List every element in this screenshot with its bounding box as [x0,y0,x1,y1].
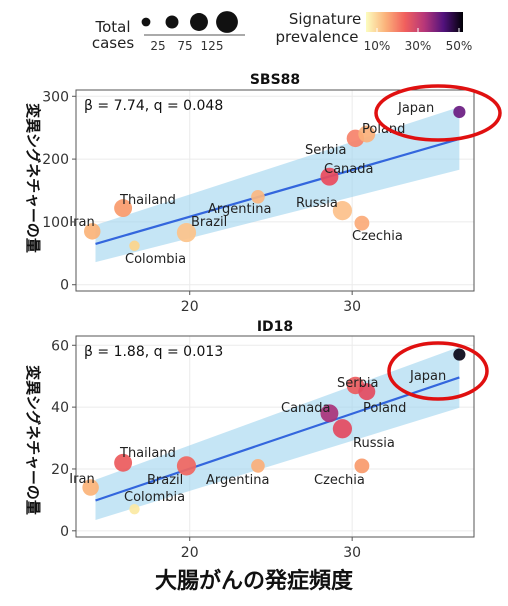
highlight-ellipse [374,84,502,142]
point-label-brazil: Brazil [147,473,183,488]
point-argentina [251,189,265,204]
x-tick-label: 20 [181,299,199,315]
point-label-poland: Poland [363,401,406,416]
size-legend-label: 125 [201,39,224,53]
point-label-serbia: Serbia [305,143,346,158]
plot-border [75,335,475,538]
point-poland [358,125,376,143]
point-poland [358,383,376,401]
size-legend: Total cases 25 75 125 [92,11,245,53]
color-legend-label-50: 50% [446,39,473,53]
point-iran [82,479,99,496]
y-tick-label: 60 [51,338,69,354]
point-label-canada: Canada [324,162,373,177]
color-legend-title-line1: Signature [289,10,361,28]
stats-annotation: β = 1.88, q = 0.013 [84,344,223,360]
point-iran [84,223,101,240]
panel-id18: ID18 Iran Thailand Colombia Brazil Argentina C… [51,319,489,561]
point-label-japan: Japan [397,101,434,116]
y-axis-title-bottom: 変異シグネチャーの量 [24,365,42,515]
point-japan [453,105,466,119]
panel-title: SBS88 [250,72,300,88]
size-legend-dot [165,15,179,29]
color-legend-label-10: 10% [364,39,391,53]
y-tick-label: 40 [51,400,69,416]
size-legend-label: 75 [177,39,192,53]
point-russia [332,419,353,439]
trend-line [95,137,460,245]
point-label-czechia: Czechia [314,473,365,488]
point-canada [320,404,339,423]
plot-border [75,89,475,292]
point-label-colombia: Colombia [125,252,186,267]
point-label-argentina: Argentina [206,473,269,488]
point-label-colombia: Colombia [124,490,185,505]
point-czechia [354,458,370,474]
point-russia [332,201,353,221]
point-label-brazil: Brazil [191,215,227,230]
color-legend-label-30: 30% [405,39,432,53]
y-tick-label: 100 [42,215,69,231]
color-legend-bar [366,12,463,32]
point-label-russia: Russia [296,196,338,211]
point-label-iran: Iran [69,215,94,230]
trend-line [95,376,460,502]
y-tick-label: 200 [42,152,69,168]
point-label-czechia: Czechia [352,229,403,244]
y-axis-title-top: 変異シグネチャーの量 [24,103,42,253]
size-legend-dot [190,13,208,31]
x-tick-label: 30 [343,299,361,315]
point-canada [320,167,339,186]
point-thailand [114,453,133,472]
size-legend-label: 25 [150,39,165,53]
point-japan [453,348,466,361]
point-czechia [354,215,370,231]
x-tick-label: 20 [181,545,199,561]
highlight-ellipse [387,341,489,401]
point-colombia [129,503,140,515]
point-label-thailand: Thailand [119,193,176,208]
point-label-japan: Japan [409,369,446,384]
point-label-serbia: Serbia [337,376,378,391]
y-tick-label: 0 [60,278,69,294]
stats-annotation: β = 7.74, q = 0.048 [84,98,223,114]
point-label-russia: Russia [353,436,395,451]
x-axis-title: 大腸がんの発症頻度 [155,568,354,594]
point-brazil [176,456,197,476]
y-tick-label: 20 [51,462,69,478]
y-tick-label: 300 [42,89,69,105]
point-label-argentina: Argentina [208,202,271,217]
size-legend-dot [216,11,238,33]
point-label-thailand: Thailand [119,446,176,461]
color-legend: Signature prevalence 10% 30% 50% [275,10,472,53]
point-colombia [129,240,140,251]
point-brazil [176,222,197,243]
size-legend-title-line1: Total [94,18,130,36]
point-label-canada: Canada [281,401,330,416]
y-tick-label: 0 [60,524,69,540]
panel-sbs88: SBS88 Iran Thailand Colombia BrazilArgentina… [42,72,502,315]
color-legend-title-line2: prevalence [275,28,358,46]
point-label-iran: Iran [69,472,94,487]
x-tick-label: 30 [343,545,361,561]
point-thailand [114,199,133,218]
panel-title: ID18 [257,319,293,335]
point-argentina [251,459,265,473]
size-legend-title-line2: cases [92,34,134,52]
size-legend-dot [141,17,151,27]
